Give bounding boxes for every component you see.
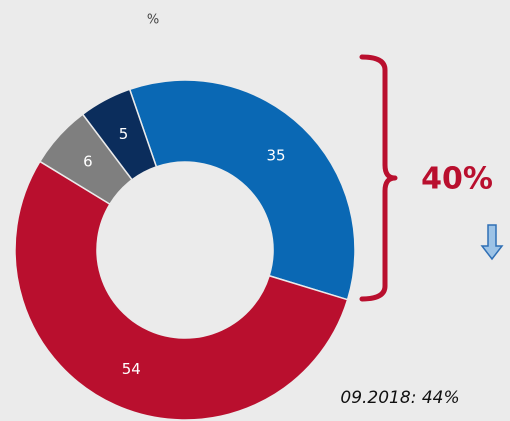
slice-label: 5	[119, 125, 129, 143]
slice-label: 35	[266, 146, 285, 164]
slice-label: 6	[83, 153, 93, 171]
down-arrow	[480, 224, 504, 261]
slice	[14, 160, 349, 421]
share-annotation: 40%	[421, 162, 493, 197]
slice-label: 54	[122, 360, 141, 378]
slice	[81, 88, 158, 181]
slice	[128, 79, 356, 301]
unit-label: %	[147, 13, 159, 28]
bracket	[359, 54, 398, 302]
comparison-annotation: 09.2018: 44%	[340, 388, 459, 408]
